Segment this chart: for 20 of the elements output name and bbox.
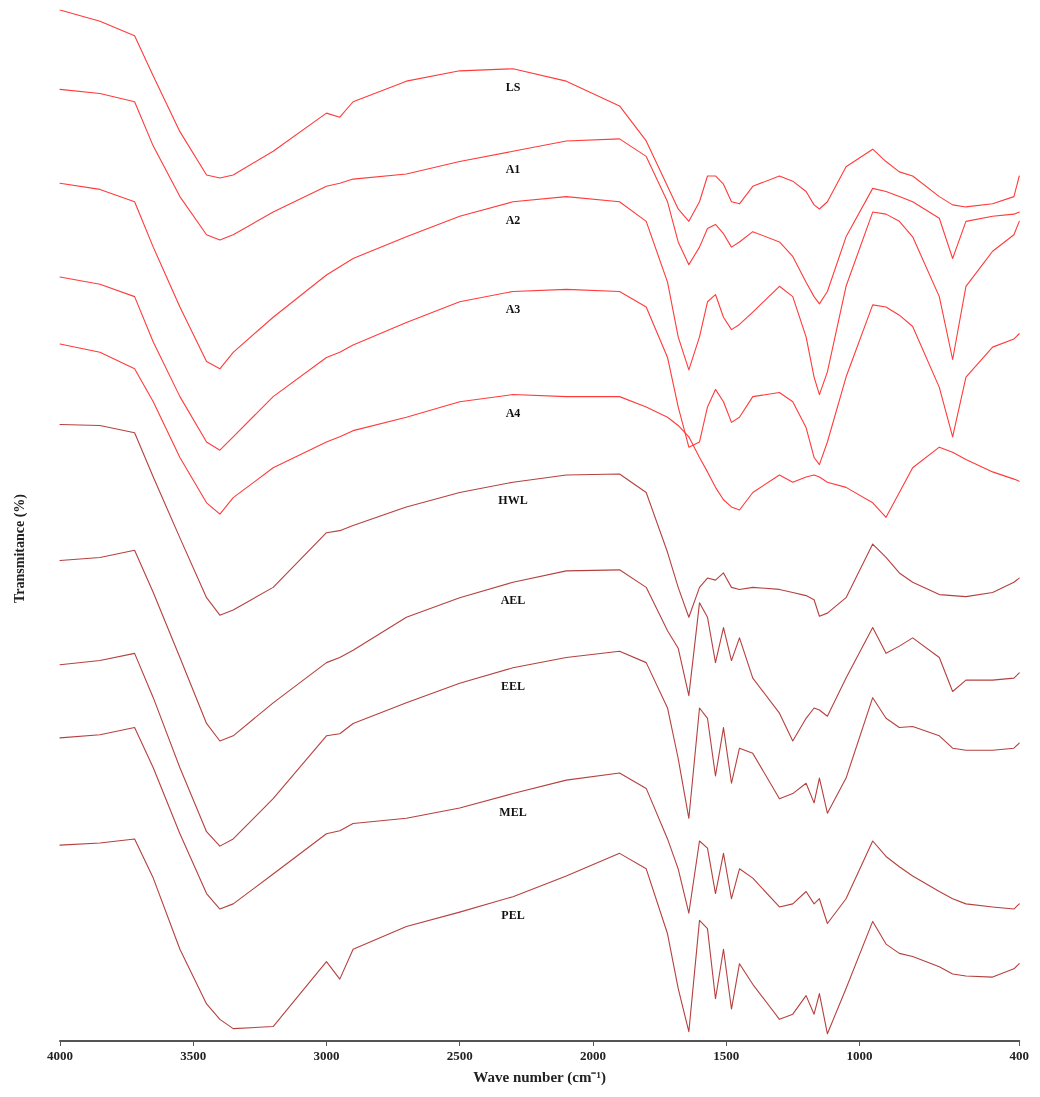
series-label: LS <box>505 79 521 94</box>
x-tick-label: 1000 <box>846 1048 873 1063</box>
series-label: HWL <box>498 493 528 508</box>
series-label: AEL <box>500 593 526 608</box>
x-tick-label: 4000 <box>47 1048 73 1063</box>
x-tick-label: 2500 <box>446 1048 473 1063</box>
x-tick-label: 3500 <box>180 1048 207 1063</box>
series-label: PEL <box>501 907 525 922</box>
series-label: A1 <box>505 162 521 177</box>
x-tick-label: 3000 <box>313 1048 340 1063</box>
y-axis-title: Transmitance (%) <box>11 493 28 603</box>
series-label: A4 <box>505 405 521 420</box>
series-label: MEL <box>499 804 527 819</box>
x-tick-label: 2000 <box>579 1048 606 1063</box>
series-label: A2 <box>505 212 521 227</box>
x-tick-label: 1500 <box>713 1048 740 1063</box>
x-tick-label: 400 <box>1009 1048 1029 1063</box>
x-axis-title: Wave number (cm⁻¹) <box>473 1068 606 1086</box>
series-label: A3 <box>505 302 521 317</box>
series-label: EEL <box>500 678 525 693</box>
